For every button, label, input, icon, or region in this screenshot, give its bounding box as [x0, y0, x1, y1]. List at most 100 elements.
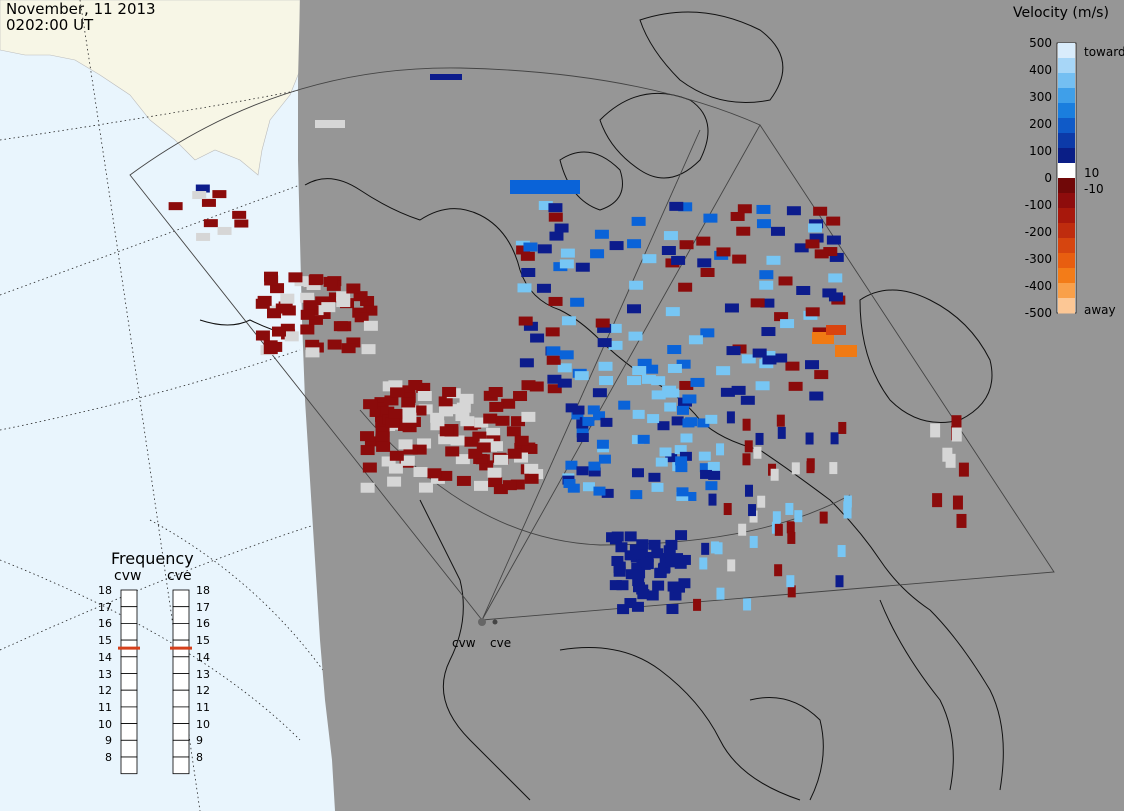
radar-cell: [699, 463, 712, 473]
colorbar-band: [1058, 88, 1075, 104]
radar-cell: [716, 247, 731, 257]
dayside-land: [0, 0, 301, 176]
colorbar-tick-label: 0: [1044, 171, 1052, 185]
radar-cell: [682, 394, 697, 404]
radar-cell: [755, 432, 764, 445]
radar-cell: [616, 580, 629, 591]
frequency-scale-label: 11: [98, 700, 112, 714]
frequency-scale-box: [120, 723, 138, 741]
radar-cell: [518, 316, 533, 326]
radar-cell: [346, 283, 361, 294]
radar-cell: [664, 402, 677, 412]
radar-cell: [786, 521, 795, 534]
frequency-scale-box: [172, 673, 190, 691]
frequency-scale-box: [172, 756, 190, 775]
radar-cell: [665, 539, 678, 550]
radar-cell: [599, 376, 614, 386]
radar-cell: [742, 418, 751, 431]
radar-cell: [651, 376, 666, 386]
frequency-scale-label: 14: [196, 650, 210, 664]
radar-cell: [380, 406, 395, 417]
radar-cell: [611, 555, 624, 566]
radar-cell: [212, 190, 227, 199]
colorbar-band: [1058, 133, 1075, 149]
radar-cell: [705, 414, 718, 424]
radar-cell: [536, 283, 551, 293]
radar-cell: [427, 468, 442, 479]
radar-cell: [521, 411, 536, 422]
radar-site-cvw[interactable]: [478, 618, 486, 626]
radar-cell: [363, 399, 378, 410]
radar-cell: [787, 585, 796, 598]
radar-cell: [665, 307, 680, 317]
colorbar-band: [1058, 253, 1075, 269]
radar-cell: [284, 331, 299, 342]
radar-cell: [631, 601, 644, 612]
radar-cell: [697, 418, 710, 428]
radar-cell: [631, 468, 644, 478]
radar-cell: [655, 457, 668, 467]
radar-cell: [474, 417, 489, 428]
date-label: November, 11 2013 0202:00 UT: [6, 1, 156, 33]
radar-site-cve[interactable]: [492, 619, 498, 625]
colorbar-band: [1058, 238, 1075, 254]
radar-cell: [280, 293, 295, 304]
radar-cell: [829, 462, 838, 475]
radar-cell: [255, 330, 270, 341]
radar-cell: [506, 426, 521, 437]
radar-cell: [529, 381, 544, 392]
colorbar-band: [1058, 73, 1075, 89]
radar-cell: [708, 493, 717, 506]
radar-cell: [794, 510, 803, 523]
radar-cell: [300, 292, 315, 303]
radar-cell: [761, 327, 776, 337]
radar-cell: [675, 530, 688, 541]
radar-cell: [710, 541, 719, 554]
frequency-scale-box: [120, 623, 138, 641]
radar-cell: [809, 233, 824, 243]
radar-cell: [657, 421, 670, 431]
radar-cell: [756, 204, 771, 214]
radar-cell: [353, 291, 368, 302]
frequency-scale-box: [120, 689, 138, 708]
radar-cell: [786, 206, 801, 216]
radar-cell: [439, 426, 454, 437]
frequency-scale-box: [172, 723, 190, 741]
radar-cell: [654, 567, 667, 578]
radar-cell: [385, 417, 400, 428]
radar-cell: [473, 480, 488, 491]
radar-cell: [756, 219, 771, 229]
radar-cell: [748, 504, 757, 517]
radar-cell: [636, 584, 649, 595]
radar-cell: [675, 456, 688, 466]
colorbar-tick-label: -100: [1024, 198, 1052, 212]
radar-cell: [387, 476, 402, 487]
radar-cell: [192, 191, 207, 200]
radar-cell: [513, 391, 528, 402]
radar-cell: [567, 483, 580, 493]
radar-cell: [812, 327, 827, 337]
radar-cell: [459, 393, 474, 404]
radar-cell: [472, 431, 487, 442]
radar-cell: [548, 212, 563, 222]
radar-cell: [720, 387, 735, 397]
radar-cell: [519, 358, 534, 368]
colorbar-tick-label: -300: [1024, 252, 1052, 266]
radar-cell: [430, 420, 445, 431]
radar-cell: [642, 254, 657, 264]
radar-cell: [559, 350, 574, 360]
frequency-scale-box: [172, 656, 190, 674]
radar-cell: [264, 275, 279, 286]
radar-cell: [587, 405, 600, 415]
radar-cell: [609, 241, 624, 251]
colorbar-tick-label: 500: [1029, 36, 1052, 50]
radar-cell: [930, 423, 941, 438]
radar-cell: [828, 292, 843, 302]
radar-cell: [726, 346, 741, 356]
radar-cell: [412, 405, 427, 416]
colorbar-pos-small: 10: [1084, 166, 1100, 180]
radar-cell: [640, 557, 653, 568]
radar-cell: [417, 438, 432, 449]
frequency-scale-box: [120, 606, 138, 624]
